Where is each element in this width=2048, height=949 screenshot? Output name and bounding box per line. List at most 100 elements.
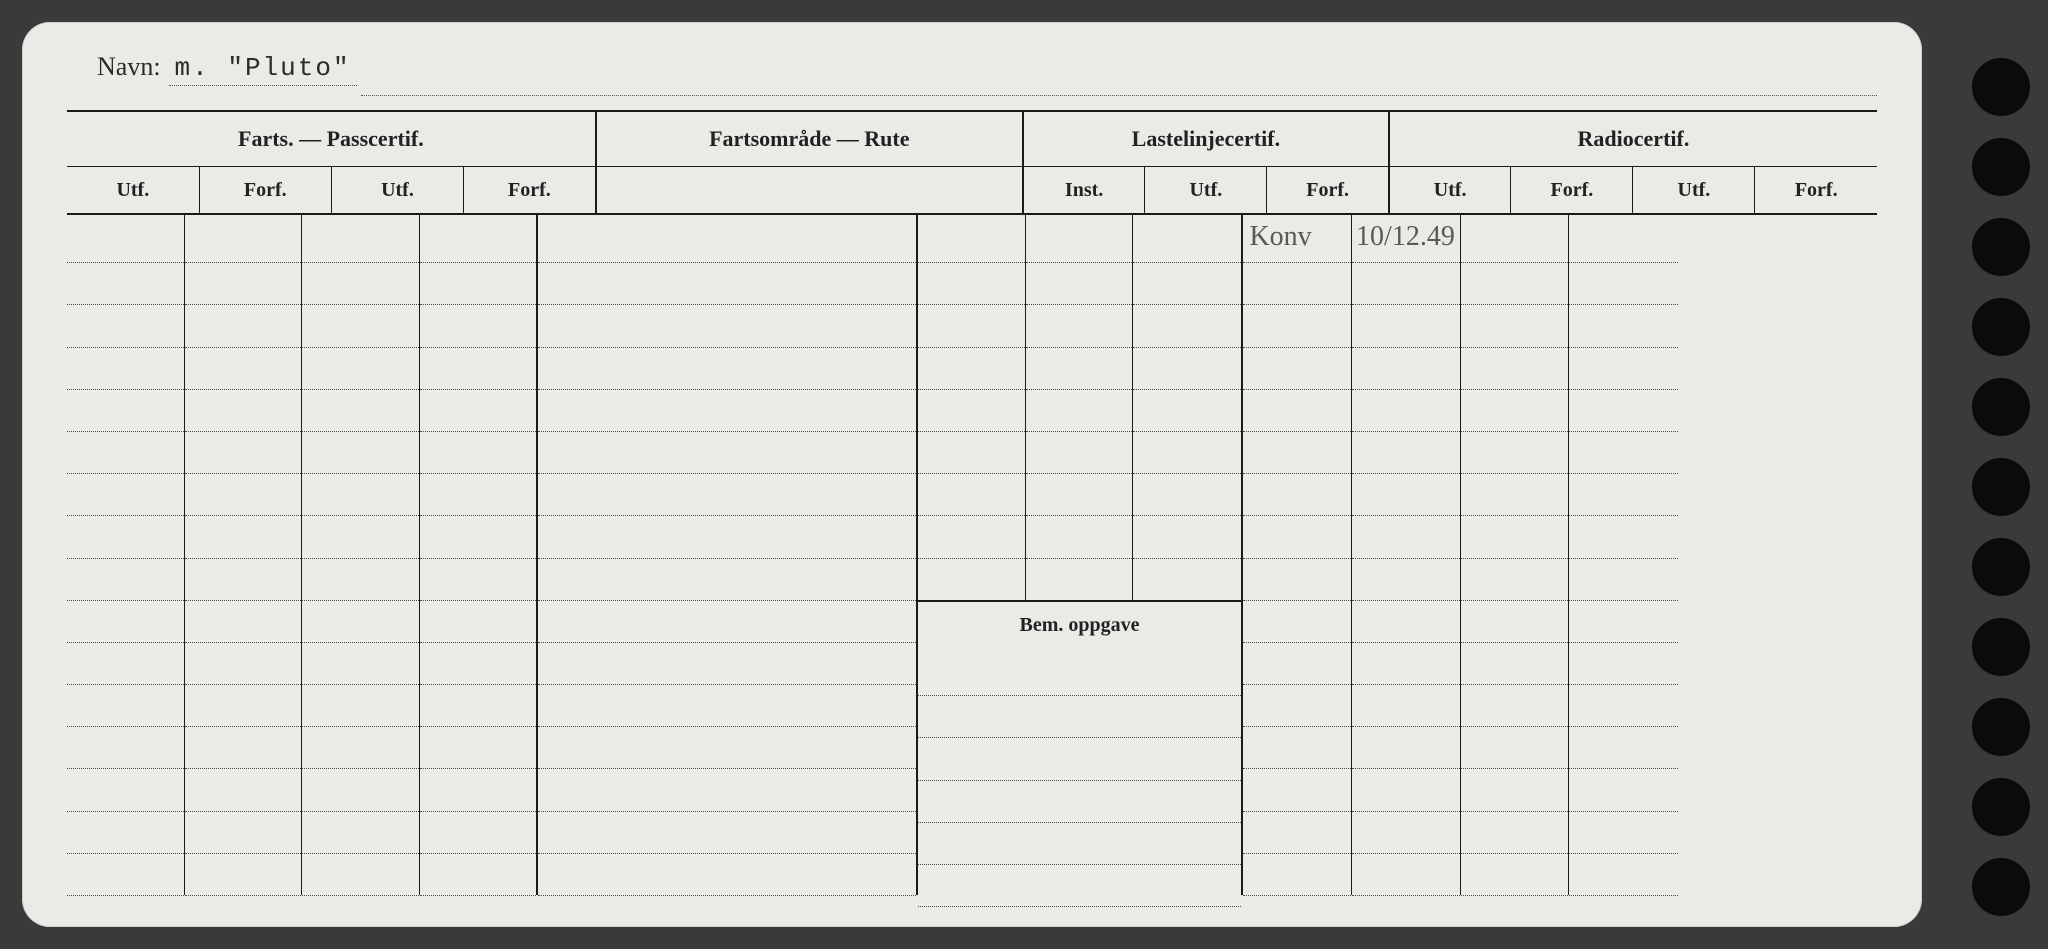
dotted-row — [918, 823, 1242, 865]
hole-icon — [1972, 698, 2030, 756]
dotted-row — [1026, 305, 1133, 347]
dotted-row — [185, 474, 302, 516]
dotted-row — [538, 390, 916, 432]
dotted-row — [1352, 263, 1460, 305]
dotted-row — [185, 432, 302, 474]
dotted-row — [185, 685, 302, 727]
dotted-row — [185, 854, 302, 896]
col-radio-utf2 — [1461, 215, 1570, 895]
dotted-row — [1352, 854, 1460, 896]
dotted-row — [67, 685, 184, 727]
dotted-row — [1243, 432, 1351, 474]
dotted-row — [302, 769, 419, 811]
dotted-row — [302, 348, 419, 390]
dotted-row — [1569, 263, 1678, 305]
dotted-row — [1243, 348, 1351, 390]
dotted-row — [1026, 474, 1133, 516]
dotted-row — [420, 390, 536, 432]
hole-icon — [1972, 378, 2030, 436]
dotted-row — [67, 221, 184, 263]
dotted-row — [420, 305, 536, 347]
dotted-row — [1569, 221, 1678, 263]
dotted-row — [1569, 390, 1678, 432]
dotted-row — [1461, 221, 1569, 263]
dotted-row — [1352, 390, 1460, 432]
dotted-row — [1133, 432, 1241, 474]
dotted-row — [1569, 685, 1678, 727]
body-area: Bem. oppgave Konv 10/12.49 — [67, 215, 1877, 895]
col-laste-forf — [1133, 215, 1241, 600]
sub-laste-utf: Utf. — [1145, 167, 1267, 215]
dotted-row — [302, 601, 419, 643]
dotted-row — [1569, 305, 1678, 347]
dotted-row — [1133, 474, 1241, 516]
dotted-row — [67, 559, 184, 601]
index-card: Navn: m. "Pluto" Farts. — Passcertif. Fa… — [22, 22, 1922, 927]
dotted-row — [185, 643, 302, 685]
dotted-row — [1569, 474, 1678, 516]
dotted-row — [67, 390, 184, 432]
sub-rute-blank — [596, 167, 1023, 215]
sub-laste-forf: Forf. — [1267, 167, 1389, 215]
section-farts-rute: Fartsområde — Rute — [596, 111, 1023, 167]
dotted-row — [1352, 812, 1460, 854]
col-farts-utf2 — [302, 215, 420, 895]
dotted-row — [1352, 348, 1460, 390]
dotted-row — [918, 516, 1025, 558]
dotted-row — [420, 601, 536, 643]
hole-icon — [1972, 138, 2030, 196]
dotted-row — [185, 601, 302, 643]
dotted-row — [1461, 727, 1569, 769]
dotted-row — [1243, 685, 1351, 727]
dotted-row — [1026, 390, 1133, 432]
dotted-row — [1569, 812, 1678, 854]
hand-radio-utf: Konv — [1249, 221, 1311, 253]
dotted-row — [67, 643, 184, 685]
dotted-row — [1569, 643, 1678, 685]
dotted-row — [302, 263, 419, 305]
dotted-row — [67, 727, 184, 769]
dotted-row — [67, 812, 184, 854]
dotted-row — [185, 390, 302, 432]
dotted-row — [538, 727, 916, 769]
hole-icon — [1972, 858, 2030, 916]
dotted-row — [1352, 432, 1460, 474]
binder-holes — [1972, 58, 2030, 916]
dotted-row — [302, 854, 419, 896]
col-radio-forf1: 10/12.49 — [1352, 215, 1461, 895]
dotted-row — [420, 727, 536, 769]
hand-radio-forf: 10/12.49 — [1356, 221, 1455, 253]
dotted-row — [302, 559, 419, 601]
dotted-row — [538, 601, 916, 643]
dotted-row — [918, 559, 1025, 601]
name-value: m. "Pluto" — [169, 53, 357, 86]
dotted-row — [1243, 305, 1351, 347]
hole-icon — [1972, 298, 2030, 356]
dotted-row — [1243, 643, 1351, 685]
dotted-row — [1352, 643, 1460, 685]
sub-radio-forf1: Forf. — [1511, 167, 1633, 215]
dotted-row — [1569, 432, 1678, 474]
col-rute — [538, 215, 918, 895]
dotted-row — [1352, 769, 1460, 811]
dotted-row — [185, 263, 302, 305]
dotted-row — [538, 854, 916, 896]
dotted-row — [1243, 812, 1351, 854]
sub-farts-forf1: Forf. — [199, 167, 331, 215]
dotted-row — [302, 643, 419, 685]
dotted-row — [1569, 727, 1678, 769]
dotted-row — [538, 432, 916, 474]
dotted-row — [1133, 263, 1241, 305]
dotted-row — [1461, 348, 1569, 390]
dotted-row — [918, 263, 1025, 305]
dotted-row — [538, 559, 916, 601]
dotted-row — [1461, 263, 1569, 305]
col-laste-utf — [1026, 215, 1134, 600]
dotted-row — [918, 474, 1025, 516]
dotted-row — [1243, 601, 1351, 643]
dotted-row — [302, 221, 419, 263]
header-table: Farts. — Passcertif. Fartsområde — Rute … — [67, 110, 1877, 215]
dotted-row — [538, 516, 916, 558]
dotted-row — [538, 263, 916, 305]
col-laste-inst — [918, 215, 1026, 600]
